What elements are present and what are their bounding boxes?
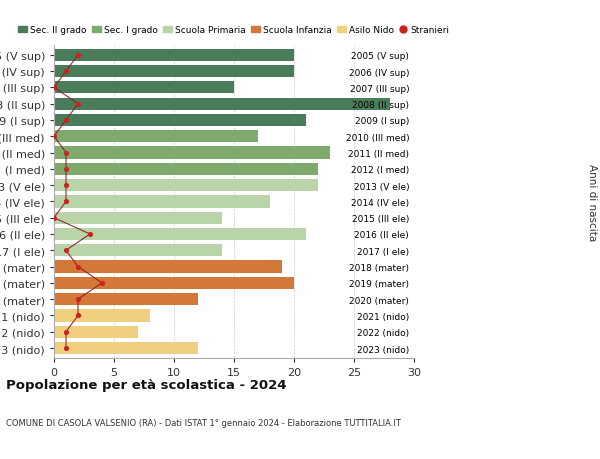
Bar	[54, 147, 330, 159]
Text: Popolazione per età scolastica - 2024: Popolazione per età scolastica - 2024	[6, 379, 287, 392]
Point	[61, 117, 71, 124]
Text: COMUNE DI CASOLA VALSENIO (RA) - Dati ISTAT 1° gennaio 2024 - Elaborazione TUTTI: COMUNE DI CASOLA VALSENIO (RA) - Dati IS…	[6, 418, 401, 427]
Bar	[54, 82, 234, 94]
Point	[85, 231, 95, 238]
Bar	[54, 98, 390, 111]
Bar	[54, 229, 306, 241]
Bar	[54, 342, 198, 354]
Point	[61, 328, 71, 336]
Bar	[54, 131, 258, 143]
Point	[61, 247, 71, 254]
Bar	[54, 212, 222, 224]
Point	[73, 312, 83, 319]
Bar	[54, 310, 150, 322]
Point	[49, 133, 59, 140]
Point	[73, 263, 83, 271]
Point	[61, 198, 71, 206]
Point	[97, 280, 107, 287]
Point	[61, 68, 71, 76]
Bar	[54, 196, 270, 208]
Point	[49, 214, 59, 222]
Bar	[54, 277, 294, 289]
Point	[61, 345, 71, 352]
Point	[61, 166, 71, 173]
Bar	[54, 326, 138, 338]
Point	[61, 182, 71, 190]
Legend: Sec. II grado, Sec. I grado, Scuola Primaria, Scuola Infanzia, Asilo Nido, Stran: Sec. II grado, Sec. I grado, Scuola Prim…	[19, 26, 449, 35]
Bar	[54, 50, 294, 62]
Point	[73, 296, 83, 303]
Bar	[54, 115, 306, 127]
Point	[73, 52, 83, 59]
Bar	[54, 261, 282, 273]
Point	[73, 101, 83, 108]
Point	[61, 150, 71, 157]
Bar	[54, 245, 222, 257]
Bar	[54, 66, 294, 78]
Point	[49, 84, 59, 92]
Bar	[54, 293, 198, 306]
Bar	[54, 179, 318, 192]
Text: Anni di nascita: Anni di nascita	[587, 163, 597, 241]
Bar	[54, 163, 318, 175]
